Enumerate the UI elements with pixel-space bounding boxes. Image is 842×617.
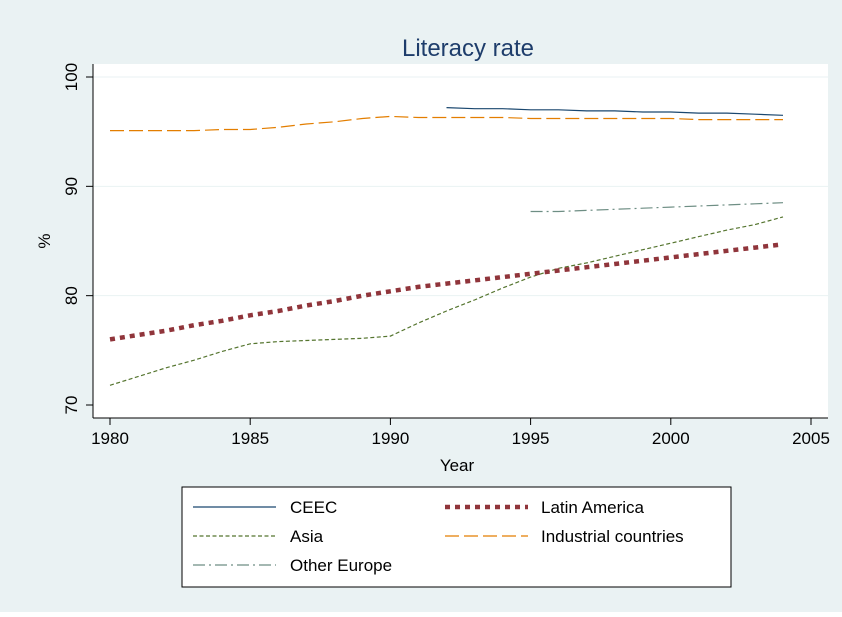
x-tick-label-1985: 1985 — [231, 429, 269, 448]
x-tick-label-1995: 1995 — [512, 429, 550, 448]
legend-entries: CEEC Latin America Asia Industrial countrie… — [193, 498, 684, 575]
legend-label-ceec: CEEC — [290, 498, 337, 517]
x-tick-label-1980: 1980 — [91, 429, 129, 448]
legend — [181, 486, 732, 588]
chart-title: Literacy rate — [402, 35, 534, 62]
y-tick-label-80: 80 — [62, 286, 81, 305]
series-line-asia — [109, 216, 784, 386]
x-tick-label-2000: 2000 — [652, 429, 690, 448]
legend-label-industrial-countries: Industrial countries — [541, 527, 684, 546]
series-layer — [109, 107, 784, 386]
gridlines — [93, 76, 828, 297]
series-line-ceec — [446, 107, 784, 116]
plot-area — [93, 64, 828, 418]
series-line-other-europe — [530, 202, 784, 213]
series-line-latin-america — [109, 242, 784, 342]
y-tick-label-90: 90 — [62, 177, 81, 196]
axes: 1980 1985 1990 1995 2000 2005 70 80 90 100 — [62, 63, 830, 448]
legend-label-latin-america: Latin America — [541, 498, 645, 517]
x-tick-label-1990: 1990 — [371, 429, 409, 448]
legend-label-asia: Asia — [290, 527, 324, 546]
x-axis-label: Year — [440, 456, 475, 475]
legend-label-other-europe: Other Europe — [290, 556, 392, 575]
y-tick-label-70: 70 — [62, 396, 81, 415]
x-tick-label-2005: 2005 — [792, 429, 830, 448]
y-axis-label: % — [35, 233, 54, 248]
series-line-industrial-countries — [110, 115, 783, 132]
y-tick-label-100: 100 — [62, 63, 81, 91]
